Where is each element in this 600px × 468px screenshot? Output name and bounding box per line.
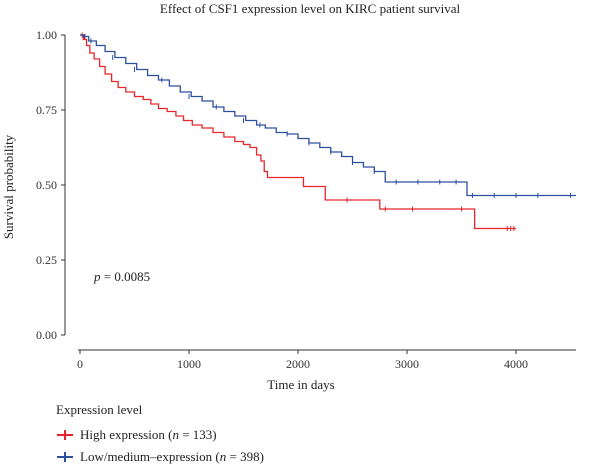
y-tick-label: 1.00 [36,28,57,42]
y-axis-label: Survival probability [1,134,16,239]
plot-area [80,33,576,232]
p-value-annotation: p = 0.0085 [93,269,150,284]
x-axis-label: Time in days [267,377,334,392]
legend-title: Expression level [56,402,264,418]
legend-item-low: Low/medium–expression (n = 398) [56,446,264,468]
legend: Expression level High expression (n = 13… [56,402,264,468]
x-tick-label: 4000 [504,357,528,371]
y-tick-label: 0.00 [36,328,57,342]
y-tick-label: 0.50 [36,178,57,192]
series-line-high [80,35,516,229]
y-tick-label: 0.75 [36,103,57,117]
legend-swatch-high [56,428,74,442]
legend-swatch-low [56,450,74,464]
x-tick-label: 1000 [177,357,201,371]
x-tick-label: 0 [77,357,83,371]
p-value-text: = 0.0085 [101,269,151,284]
x-tick-label: 3000 [395,357,419,371]
legend-label-high: High expression (n = 133) [80,427,217,443]
chart-title: Effect of CSF1 expression level on KIRC … [160,1,461,16]
axes: 0 1000 2000 3000 4000 0.00 0.25 0.50 0.75 1.00 [36,28,576,371]
y-tick-label: 0.25 [36,253,57,267]
series-line-low [80,35,576,196]
legend-label-low: Low/medium–expression (n = 398) [80,449,264,465]
x-tick-label: 2000 [286,357,310,371]
legend-item-high: High expression (n = 133) [56,424,264,446]
survival-chart: Effect of CSF1 expression level on KIRC … [0,0,600,468]
